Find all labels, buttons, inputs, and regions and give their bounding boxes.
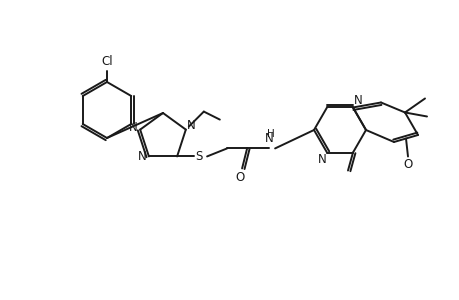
Text: O: O: [403, 158, 412, 171]
Text: N: N: [129, 121, 137, 134]
Text: N: N: [317, 153, 326, 166]
Text: N: N: [186, 119, 195, 132]
Text: H: H: [267, 129, 274, 140]
Text: N: N: [264, 132, 273, 146]
Text: N: N: [137, 150, 146, 163]
Text: Cl: Cl: [101, 55, 112, 68]
Text: S: S: [195, 150, 202, 163]
Text: N: N: [353, 94, 362, 107]
Text: O: O: [235, 171, 244, 184]
